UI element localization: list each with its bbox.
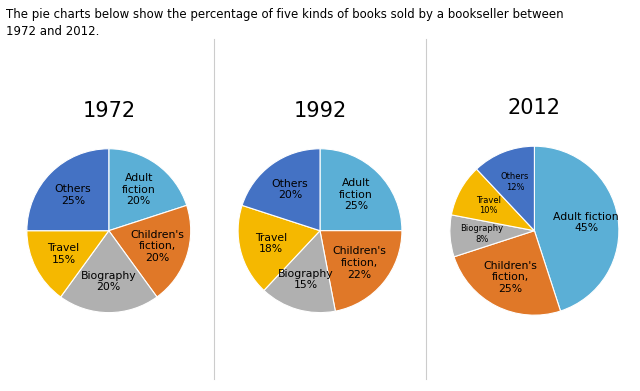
Text: Biography
20%: Biography 20% [81,271,136,292]
Text: The pie charts below show the percentage of five kinds of books sold by a bookse: The pie charts below show the percentage… [6,8,564,38]
Wedge shape [27,149,109,231]
Wedge shape [27,231,109,297]
Text: Children's
fiction,
20%: Children's fiction, 20% [130,230,184,263]
Text: Travel
10%: Travel 10% [476,196,501,215]
Title: 1992: 1992 [293,101,347,121]
Wedge shape [61,231,157,313]
Wedge shape [451,169,534,231]
Wedge shape [454,231,561,315]
Wedge shape [264,231,335,313]
Wedge shape [450,215,534,257]
Wedge shape [242,149,320,231]
Text: Adult fiction
45%: Adult fiction 45% [554,212,619,233]
Wedge shape [320,149,402,231]
Text: Children's
fiction,
25%: Children's fiction, 25% [484,261,538,294]
Text: Adult
fiction
25%: Adult fiction 25% [339,178,372,212]
Text: Others
20%: Others 20% [272,179,308,201]
Wedge shape [320,231,402,311]
Wedge shape [534,146,619,311]
Text: Travel
15%: Travel 15% [47,243,79,265]
Text: Others
25%: Others 25% [54,184,91,206]
Text: Biography
15%: Biography 15% [278,269,333,290]
Text: Children's
fiction,
22%: Children's fiction, 22% [332,246,386,280]
Text: Biography
8%: Biography 8% [461,224,504,244]
Text: Others
12%: Others 12% [501,172,529,192]
Text: Adult
fiction
20%: Adult fiction 20% [122,173,156,206]
Title: 2012: 2012 [508,98,561,118]
Wedge shape [109,205,191,297]
Wedge shape [238,205,320,291]
Wedge shape [109,149,187,231]
Title: 1972: 1972 [82,101,136,121]
Wedge shape [477,146,534,231]
Text: Travel
18%: Travel 18% [255,233,287,254]
